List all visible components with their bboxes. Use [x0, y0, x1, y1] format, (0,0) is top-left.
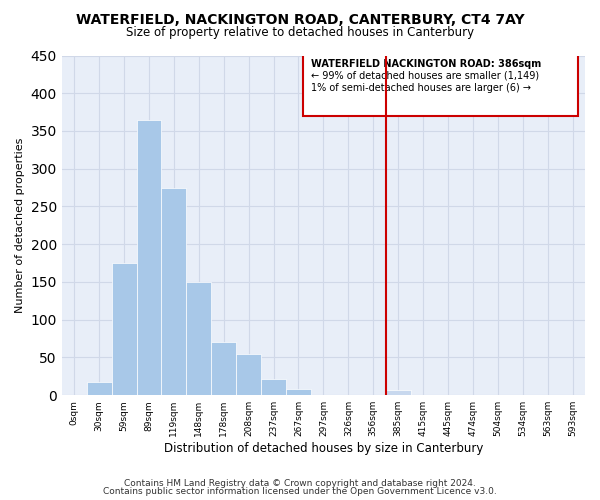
Text: ← 99% of detached houses are smaller (1,149): ← 99% of detached houses are smaller (1,… — [311, 70, 539, 81]
Bar — [161, 188, 187, 395]
Bar — [386, 390, 410, 395]
Bar — [236, 354, 261, 395]
Bar — [112, 263, 137, 395]
Text: Contains HM Land Registry data © Crown copyright and database right 2024.: Contains HM Land Registry data © Crown c… — [124, 478, 476, 488]
X-axis label: Distribution of detached houses by size in Canterbury: Distribution of detached houses by size … — [164, 442, 483, 455]
Text: 1% of semi-detached houses are larger (6) →: 1% of semi-detached houses are larger (6… — [311, 82, 531, 92]
Text: WATERFIELD NACKINGTON ROAD: 386sqm: WATERFIELD NACKINGTON ROAD: 386sqm — [311, 58, 541, 68]
Bar — [137, 120, 161, 395]
Bar — [187, 282, 211, 395]
Bar — [261, 378, 286, 395]
Bar — [286, 389, 311, 395]
Y-axis label: Number of detached properties: Number of detached properties — [15, 138, 25, 313]
Text: WATERFIELD, NACKINGTON ROAD, CANTERBURY, CT4 7AY: WATERFIELD, NACKINGTON ROAD, CANTERBURY,… — [76, 12, 524, 26]
Bar — [211, 342, 236, 395]
Bar — [87, 382, 112, 395]
Text: Size of property relative to detached houses in Canterbury: Size of property relative to detached ho… — [126, 26, 474, 39]
FancyBboxPatch shape — [304, 54, 578, 116]
Text: Contains public sector information licensed under the Open Government Licence v3: Contains public sector information licen… — [103, 487, 497, 496]
